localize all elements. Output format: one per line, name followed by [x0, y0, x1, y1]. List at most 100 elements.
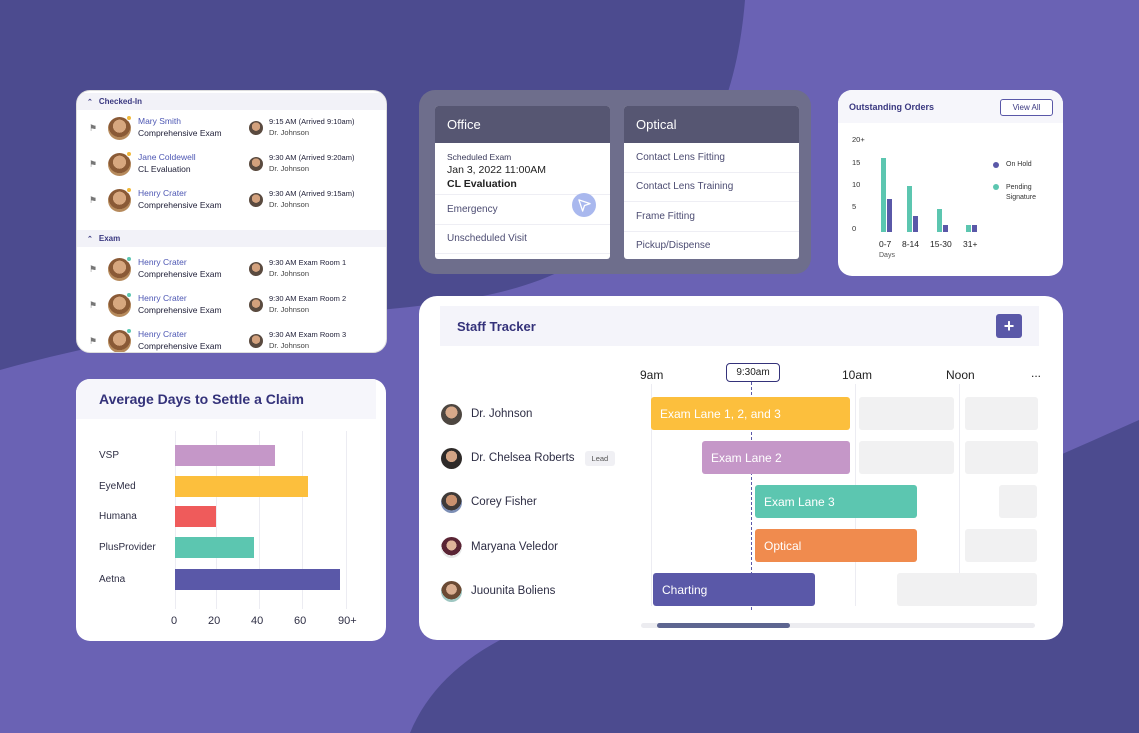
grid-line: [651, 384, 652, 606]
staff-tracker-title: Staff Tracker: [457, 318, 536, 334]
staff-name: Juounita Boliens: [471, 585, 556, 597]
staff-row[interactable]: Dr. Chelsea Roberts Lead: [441, 447, 616, 469]
patient-name[interactable]: Henry Crater: [138, 293, 187, 303]
category-label: VSP: [99, 450, 120, 461]
exam-type: Comprehensive Exam: [138, 341, 222, 351]
schedule-block[interactable]: Optical: [755, 529, 917, 562]
bar[interactable]: [937, 208, 942, 232]
bar[interactable]: [175, 537, 255, 558]
avatar: [441, 447, 462, 469]
patient-row[interactable]: ⚑ Henry Crater Comprehensive Exam 9:30 A…: [77, 251, 386, 287]
chevron-up-icon: ⌃: [87, 98, 93, 106]
doctor-avatar: [249, 121, 263, 135]
bar[interactable]: [175, 506, 216, 527]
hour-label: 10am: [842, 368, 873, 382]
schedule-block[interactable]: Exam Lane 3: [755, 485, 917, 518]
legend-dot: [993, 162, 999, 168]
bar[interactable]: [972, 225, 977, 232]
doctor-name: Dr. Johnson: [269, 164, 310, 173]
x-tick-label: 0: [171, 615, 178, 627]
patient-row[interactable]: ⚑ Henry Crater Comprehensive Exam 9:30 A…: [77, 287, 386, 323]
x-tick-label: 8-14: [902, 239, 920, 249]
office-item-unscheduled[interactable]: Unscheduled Visit: [435, 225, 610, 254]
optical-item-pickup[interactable]: Pickup/Dispense: [624, 232, 799, 260]
avatar: [441, 580, 462, 602]
grid-line: [959, 384, 960, 606]
more-hours-icon[interactable]: ...: [1031, 366, 1042, 380]
bar[interactable]: [887, 198, 892, 232]
pin-icon[interactable]: ⚑: [89, 122, 98, 133]
grid-line: [302, 431, 303, 609]
empty-slot[interactable]: [897, 573, 1037, 606]
patient-row[interactable]: ⚑ Henry Crater Comprehensive Exam 9:30 A…: [77, 323, 386, 352]
staff-row[interactable]: Juounita Boliens: [441, 580, 555, 602]
pin-icon[interactable]: ⚑: [89, 263, 98, 274]
scrollbar-thumb[interactable]: [657, 623, 790, 628]
patient-name[interactable]: Henry Crater: [138, 329, 187, 339]
y-tick-label: 0: [852, 224, 857, 233]
optical-item-lens-fitting[interactable]: Contact Lens Fitting: [624, 143, 799, 173]
appointment-time: 9:30 AM (Arrived 9:15am): [269, 189, 355, 198]
doctor-avatar: [249, 193, 263, 207]
patient-row[interactable]: ⚑ Henry Crater Comprehensive Exam 9:30 A…: [77, 182, 386, 218]
staff-row[interactable]: Maryana Veledor: [441, 536, 558, 558]
doctor-name: Dr. Johnson: [269, 128, 310, 137]
bar[interactable]: [966, 225, 971, 232]
office-optical-panel: Office Scheduled Exam Jan 3, 2022 11:00A…: [419, 90, 811, 274]
empty-slot[interactable]: [859, 397, 954, 430]
pin-icon[interactable]: ⚑: [89, 194, 98, 205]
x-tick-label: 90+: [338, 615, 357, 627]
bar[interactable]: [175, 476, 308, 497]
y-tick-label: 20+: [852, 135, 865, 144]
avatar: [441, 491, 462, 513]
optical-item-lens-training[interactable]: Contact Lens Training: [624, 173, 799, 202]
schedule-block[interactable]: Charting: [653, 573, 815, 606]
schedule-block[interactable]: Exam Lane 1, 2, and 3: [651, 397, 850, 430]
section-exam[interactable]: ⌃ Exam: [77, 230, 386, 247]
bar[interactable]: [907, 186, 912, 232]
x-tick-label: 15-30: [930, 239, 952, 249]
bar[interactable]: [913, 215, 918, 232]
pin-icon[interactable]: ⚑: [89, 158, 98, 169]
add-staff-button[interactable]: +: [996, 314, 1022, 338]
pin-icon[interactable]: ⚑: [89, 335, 98, 346]
pin-icon[interactable]: ⚑: [89, 299, 98, 310]
current-time-marker: 9:30am: [726, 363, 780, 382]
status-dot: [126, 115, 132, 121]
section-checked-in[interactable]: ⌃ Checked-In: [77, 93, 386, 110]
empty-slot[interactable]: [859, 441, 954, 474]
horizontal-scrollbar[interactable]: [641, 623, 1035, 628]
scheduled-exam[interactable]: Scheduled Exam Jan 3, 2022 11:00AM CL Ev…: [435, 143, 610, 195]
patient-row[interactable]: ⚑ Mary Smith Comprehensive Exam 9:15 AM …: [77, 110, 386, 146]
empty-slot[interactable]: [999, 485, 1037, 518]
empty-slot[interactable]: [965, 441, 1038, 474]
office-item-emergency[interactable]: Emergency: [435, 195, 610, 225]
optical-item-frame-fitting[interactable]: Frame Fitting: [624, 202, 799, 232]
bar[interactable]: [881, 157, 886, 232]
y-tick-label: 10: [852, 180, 861, 189]
patient-name[interactable]: Henry Crater: [138, 188, 187, 198]
patient-name[interactable]: Mary Smith: [138, 116, 181, 126]
scheduled-type: CL Evaluation: [447, 178, 517, 190]
bar[interactable]: [175, 569, 340, 590]
avatar: [108, 116, 131, 140]
staff-row[interactable]: Corey Fisher: [441, 491, 537, 513]
category-label: Aetna: [99, 574, 126, 585]
patient-row[interactable]: ⚑ Jane Coldewell CL Evaluation 9:30 AM (…: [77, 146, 386, 182]
avatar: [441, 536, 462, 558]
patient-name[interactable]: Henry Crater: [138, 257, 187, 267]
y-tick-label: 5: [852, 202, 857, 211]
schedule-block[interactable]: Exam Lane 2: [702, 441, 850, 474]
staff-tracker-card: Staff Tracker + 9am 10am Noon ... 9:30am…: [419, 296, 1063, 640]
staff-row[interactable]: Dr. Johnson: [441, 403, 532, 425]
staff-name: Dr. Johnson: [471, 408, 533, 420]
view-all-button[interactable]: View All: [1000, 99, 1053, 116]
y-tick-label: 15: [852, 158, 861, 167]
legend-dot: [993, 184, 999, 190]
empty-slot[interactable]: [965, 397, 1038, 430]
appointment-time: 9:30 AM Exam Room 2: [269, 294, 347, 303]
empty-slot[interactable]: [965, 529, 1037, 562]
bar[interactable]: [943, 225, 948, 232]
patient-name[interactable]: Jane Coldewell: [138, 152, 196, 162]
bar[interactable]: [175, 445, 276, 466]
